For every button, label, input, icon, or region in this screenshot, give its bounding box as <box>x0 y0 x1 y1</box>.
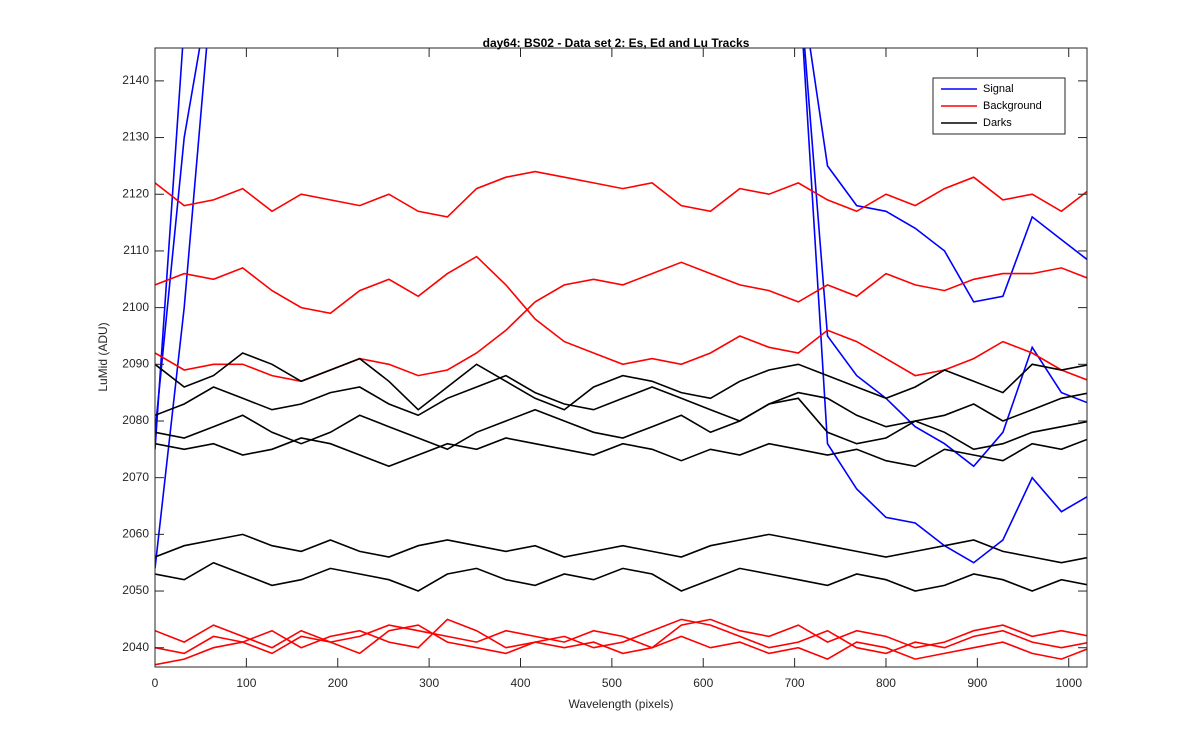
data-line <box>155 533 1087 564</box>
x-tick-label: 200 <box>328 676 348 690</box>
y-tick-label: 2100 <box>122 300 149 314</box>
data-line <box>155 561 1087 592</box>
x-tick-label: 300 <box>419 676 439 690</box>
y-axis-label: LuMid (ADU) <box>96 322 110 391</box>
plot-area <box>155 48 1087 667</box>
data-line <box>155 170 1087 218</box>
y-tick-label: 2040 <box>122 640 149 654</box>
y-tick-label: 2130 <box>122 130 149 144</box>
x-tick-label: 900 <box>967 676 987 690</box>
data-line <box>155 437 1087 468</box>
x-tick-label: 700 <box>785 676 805 690</box>
x-tick-label: 1000 <box>1055 676 1082 690</box>
x-tick-label: 800 <box>876 676 896 690</box>
y-tick-label: 2120 <box>122 186 149 200</box>
x-tick-label: 100 <box>236 676 256 690</box>
x-axis-label: Wavelength (pixels) <box>569 697 674 711</box>
chart-title: day64: BS02 - Data set 2: Es, Ed and Lu … <box>483 36 750 50</box>
y-tick-label: 2140 <box>122 73 149 87</box>
y-tick-label: 2110 <box>123 243 149 257</box>
y-tick-label: 2090 <box>122 356 149 370</box>
legend-label: Signal <box>983 83 1014 95</box>
data-line <box>155 48 1087 450</box>
y-tick-label: 2080 <box>122 413 149 427</box>
data-line <box>155 48 1087 468</box>
data-line <box>155 352 1087 411</box>
x-tick-label: 0 <box>152 676 159 690</box>
data-line <box>155 48 1087 569</box>
data-line <box>155 255 1087 381</box>
legend-label: Darks <box>983 117 1012 129</box>
data-line <box>155 624 1087 666</box>
legend-label: Background <box>983 100 1042 112</box>
y-tick-label: 2050 <box>122 583 149 597</box>
x-tick-label: 500 <box>602 676 622 690</box>
axes-box <box>154 47 1088 668</box>
y-tick-label: 2070 <box>122 470 149 484</box>
data-line <box>155 374 1087 428</box>
data-line <box>155 618 1087 649</box>
data-line <box>155 618 1087 655</box>
lines <box>155 48 1087 666</box>
y-tick-label: 2060 <box>122 527 149 541</box>
x-tick-label: 600 <box>693 676 713 690</box>
x-tick-label: 400 <box>510 676 530 690</box>
